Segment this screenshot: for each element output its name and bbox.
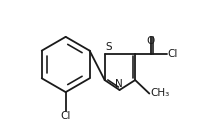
Text: Cl: Cl bbox=[167, 49, 178, 59]
Text: O: O bbox=[147, 36, 155, 46]
Text: CH₃: CH₃ bbox=[150, 88, 169, 98]
Text: N: N bbox=[115, 79, 123, 89]
Text: Cl: Cl bbox=[60, 111, 71, 121]
Text: S: S bbox=[105, 42, 112, 52]
